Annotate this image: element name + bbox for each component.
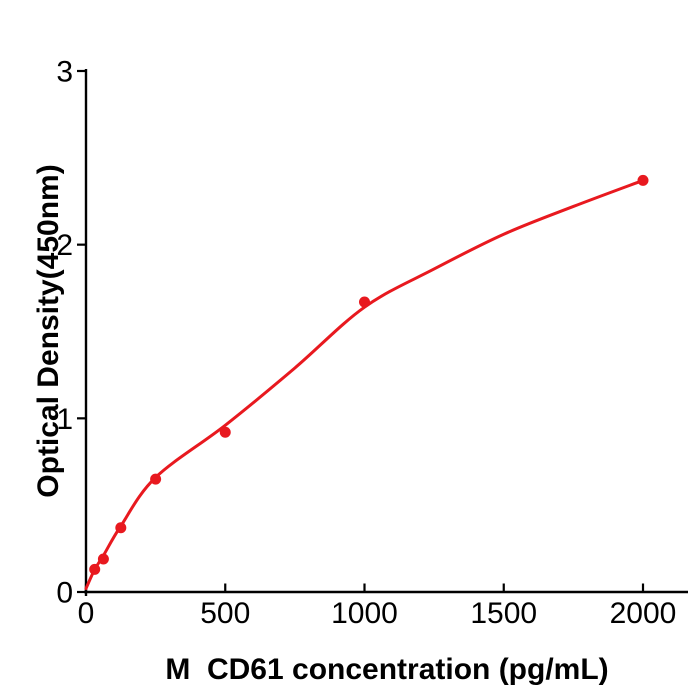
data-point — [150, 473, 162, 485]
y-tick-label: 0 — [56, 577, 73, 610]
axes: 0 500 1000 1500 2000 0 1 2 3 — [56, 56, 688, 630]
data-points — [89, 174, 649, 575]
x-tick-label: 2000 — [610, 597, 677, 630]
y-axis-title: Optical Density(450nm) — [32, 164, 65, 497]
data-point — [219, 426, 231, 438]
x-tick-label: 0 — [78, 597, 95, 630]
data-point — [115, 522, 127, 534]
x-axis-title: M CD61 concentration (pg/mL) — [165, 653, 608, 686]
data-point — [637, 174, 649, 186]
fitted-curve-line — [84, 178, 645, 591]
data-point — [359, 296, 370, 308]
y-tick-label: 1 — [56, 403, 73, 436]
x-tick-label: 500 — [200, 597, 250, 630]
y-tick-label: 3 — [56, 56, 73, 89]
x-tick-label: 1500 — [470, 597, 537, 630]
x-tick-label: 1000 — [331, 597, 398, 630]
data-point — [97, 553, 109, 565]
y-tick-label: 2 — [56, 229, 73, 262]
data-point — [89, 563, 101, 575]
